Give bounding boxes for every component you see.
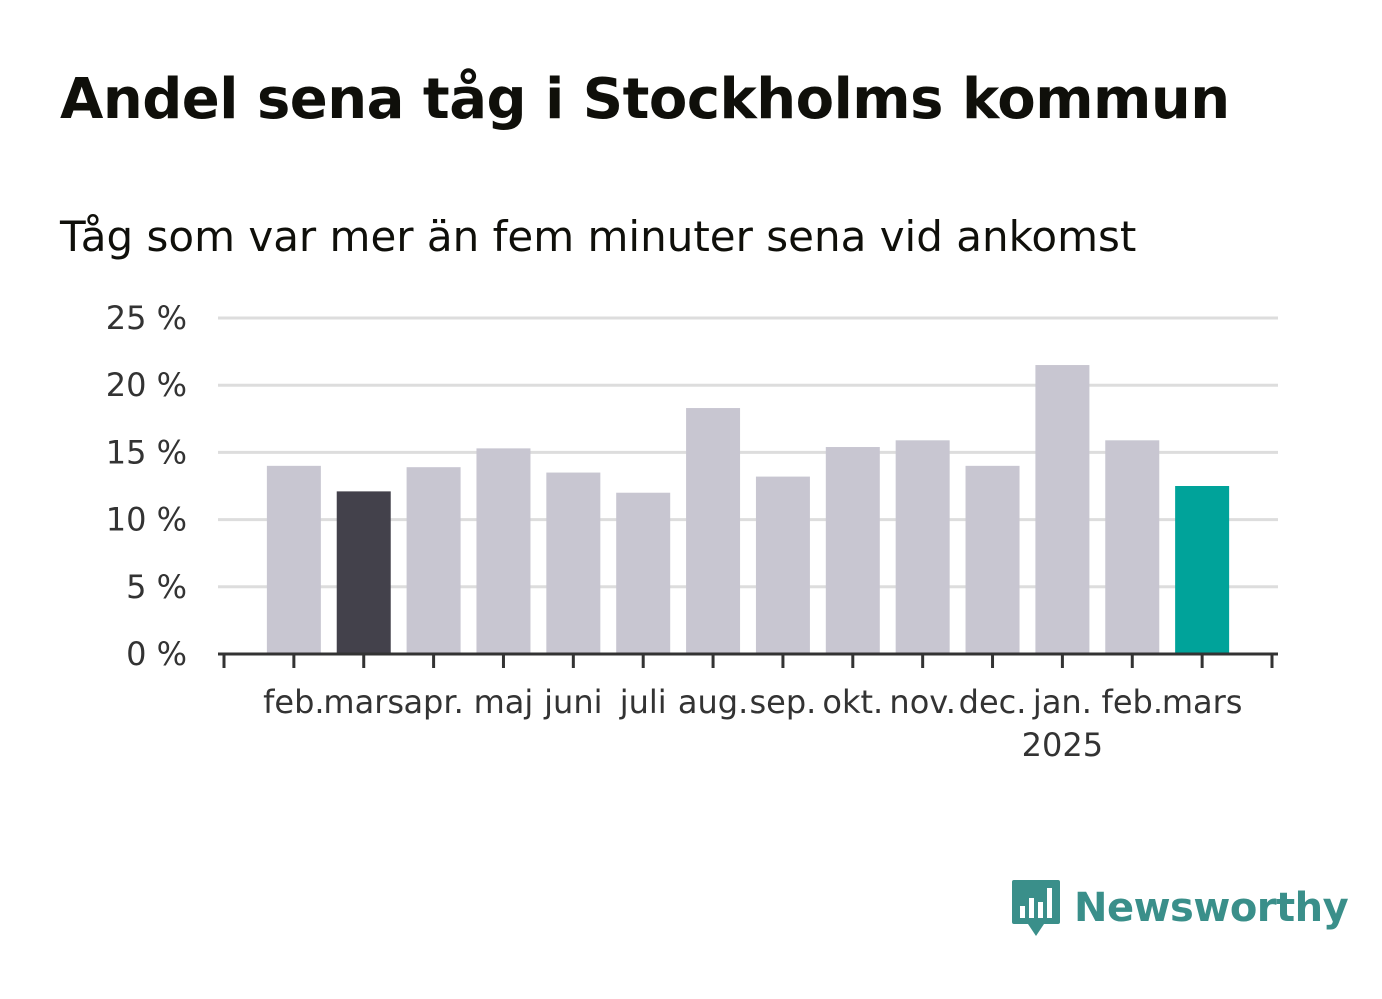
y-tick-label: 10 % bbox=[106, 501, 187, 539]
x-tick-label: feb. bbox=[263, 683, 324, 721]
x-tick-label: dec. bbox=[959, 683, 1027, 721]
x-tick-label: juli bbox=[619, 683, 667, 721]
gridlines bbox=[218, 316, 1278, 589]
bar-9 bbox=[825, 447, 880, 654]
bar-14 bbox=[1175, 486, 1230, 654]
y-tick-label: 25 % bbox=[106, 299, 187, 337]
x-tick-label: juni bbox=[543, 683, 602, 721]
chart-title: Andel sena tåg i Stockholms kommun bbox=[60, 67, 1230, 132]
bar-11 bbox=[965, 465, 1020, 654]
newsworthy-logo: Newsworthy bbox=[1010, 878, 1349, 938]
bar-8 bbox=[755, 476, 810, 654]
bars bbox=[266, 365, 1230, 654]
y-tick-label: 5 % bbox=[126, 568, 187, 606]
x-axis-labels: feb.mars apr. maj juni juli aug. sep. okt. nov. d… bbox=[263, 683, 1242, 764]
bar-6 bbox=[616, 492, 671, 654]
x-tick-label: mars bbox=[323, 683, 404, 721]
x-tick-label: jan. bbox=[1032, 683, 1092, 721]
bar-10 bbox=[895, 440, 950, 654]
bar-13 bbox=[1105, 440, 1160, 654]
bar-12 bbox=[1035, 365, 1090, 654]
newsworthy-logo-icon bbox=[1012, 880, 1060, 936]
x-tick-label: aug. bbox=[678, 683, 748, 721]
y-axis-labels: 0 % 5 % 10 % 15 % 20 % 25 % bbox=[106, 299, 187, 673]
bar-5 bbox=[546, 472, 601, 654]
x-tick-label: apr. bbox=[403, 683, 463, 721]
y-tick-label: 15 % bbox=[106, 433, 187, 471]
bar-3 bbox=[406, 467, 461, 654]
y-tick-label: 20 % bbox=[106, 366, 187, 404]
x-tick-label: sep. bbox=[750, 683, 817, 721]
x-tick-sublabel: 2025 bbox=[1022, 726, 1103, 764]
y-tick-label: 0 % bbox=[126, 635, 187, 673]
bar-1 bbox=[266, 465, 321, 654]
bar-2 bbox=[336, 491, 391, 654]
x-tick-label: nov. bbox=[889, 683, 955, 721]
x-tick-label: feb. bbox=[1102, 683, 1163, 721]
chart-subtitle: Tåg som var mer än fem minuter sena vid … bbox=[60, 212, 1137, 261]
x-tick-label: okt. bbox=[822, 683, 883, 721]
bar-7 bbox=[686, 408, 741, 654]
x-tick-label: maj bbox=[474, 683, 534, 721]
brand-name: Newsworthy bbox=[1074, 885, 1349, 931]
x-axis bbox=[218, 652, 1278, 668]
x-tick-label: mars bbox=[1162, 683, 1243, 721]
bar-4 bbox=[476, 448, 531, 654]
